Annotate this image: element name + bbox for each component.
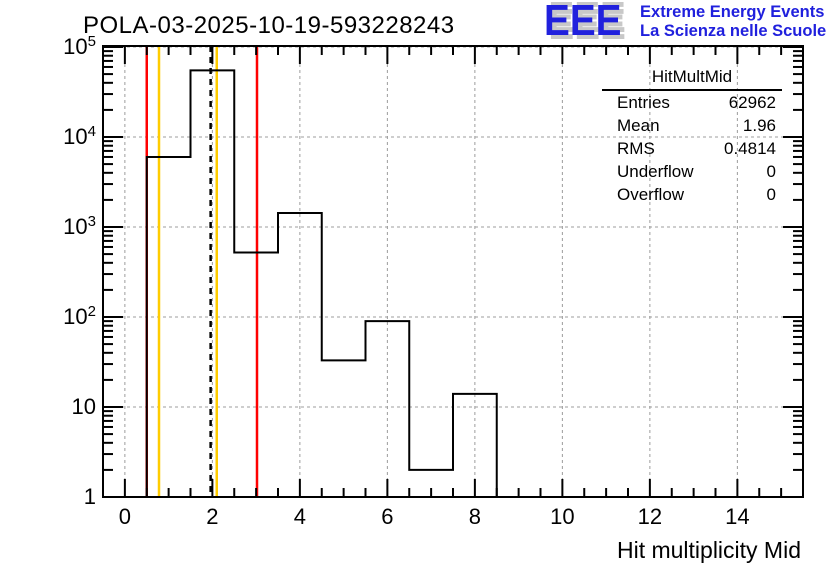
stats-label: Underflow — [617, 162, 694, 181]
stats-row: Entries 62962 — [602, 91, 782, 114]
svg-text:10: 10 — [550, 504, 574, 529]
stats-value: 0 — [766, 162, 776, 181]
stats-value: 0.4814 — [724, 139, 776, 158]
svg-text:4: 4 — [294, 504, 306, 529]
eee-logo-caption: Extreme Energy Events La Scienza nelle S… — [640, 0, 826, 41]
stats-label: Mean — [617, 116, 660, 135]
stats-row: RMS 0.4814 — [602, 137, 782, 160]
stats-label: RMS — [617, 139, 655, 158]
stats-value: 0 — [766, 185, 776, 204]
logo-line-1: Extreme Energy Events — [640, 3, 825, 21]
svg-text:103: 103 — [63, 213, 96, 239]
svg-text:1: 1 — [84, 484, 96, 509]
svg-text:0: 0 — [119, 504, 131, 529]
eee-logo-letters: EEE — [544, 0, 622, 45]
stats-row: Underflow 0 — [602, 160, 782, 183]
stats-value: 1.96 — [742, 116, 776, 135]
svg-text:8: 8 — [469, 504, 481, 529]
stats-label: Entries — [617, 93, 670, 112]
stats-title: HitMultMid — [602, 67, 782, 91]
plot-title: POLA-03-2025-10-19-593228243 — [83, 12, 455, 39]
stats-value: 62962 — [728, 93, 776, 112]
svg-text:102: 102 — [63, 303, 96, 329]
svg-text:104: 104 — [63, 123, 96, 149]
svg-text:14: 14 — [725, 504, 749, 529]
svg-text:6: 6 — [381, 504, 393, 529]
x-axis-label: Hit multiplicity Mid — [616, 537, 801, 563]
svg-text:12: 12 — [638, 504, 662, 529]
eee-logo: EEE Extreme Energy Events La Scienza nel… — [544, 0, 826, 45]
stats-row: Overflow 0 — [602, 183, 782, 206]
stats-label: Overflow — [617, 185, 685, 204]
stats-box: HitMultMid Entries 62962 Mean 1.96 RMS 0… — [602, 67, 782, 206]
logo-line-2: La Scienza nelle Scuole — [640, 22, 827, 40]
svg-text:10: 10 — [72, 394, 96, 419]
svg-text:2: 2 — [206, 504, 218, 529]
stats-row: Mean 1.96 — [602, 114, 782, 137]
